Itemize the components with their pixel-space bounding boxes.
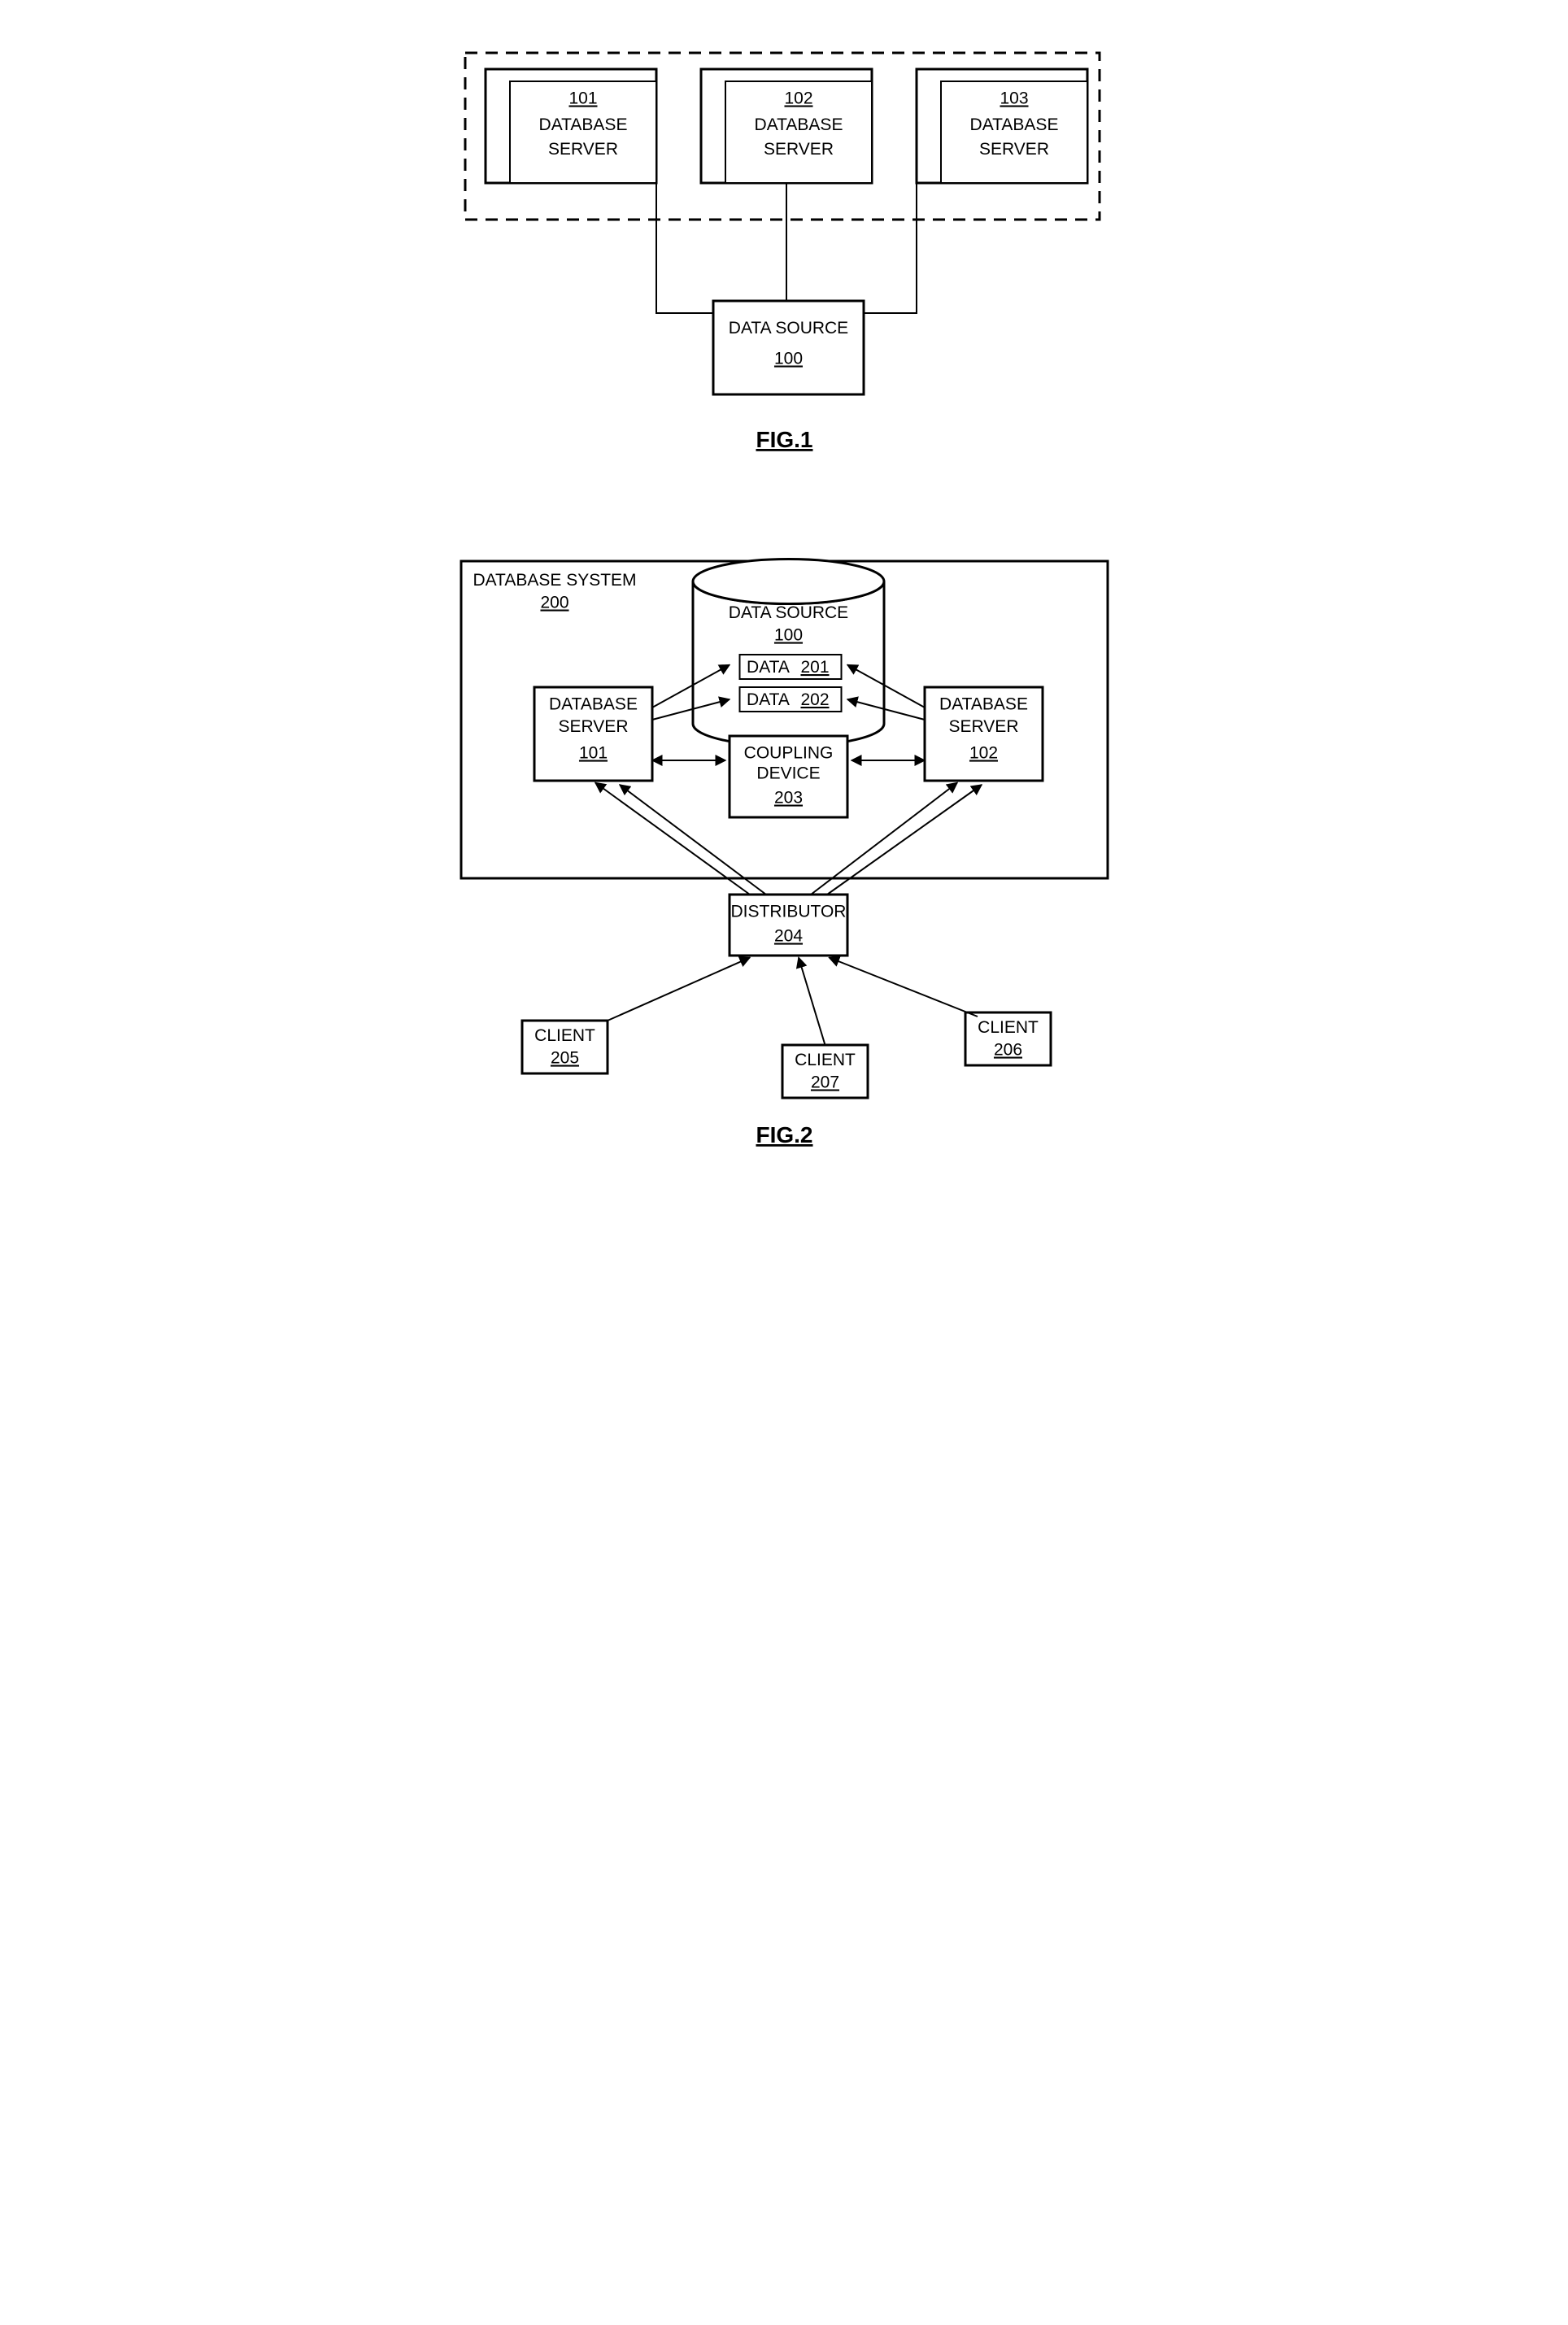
svg-text:FIG.2: FIG.2 xyxy=(756,1122,812,1147)
svg-text:DATA SOURCE: DATA SOURCE xyxy=(729,319,848,337)
svg-text:101: 101 xyxy=(579,744,608,763)
svg-text:101: 101 xyxy=(568,89,597,108)
svg-text:100: 100 xyxy=(774,626,803,645)
svg-text:COUPLING: COUPLING xyxy=(744,744,834,763)
svg-text:102: 102 xyxy=(784,89,812,108)
svg-text:DATABASE: DATABASE xyxy=(755,115,843,134)
svg-text:CLIENT: CLIENT xyxy=(978,1018,1039,1037)
patent-figures: 101 DATABASE SERVER 102 DATABASE SERVER 103 DAT… xyxy=(392,0,1176,1163)
svg-text:202: 202 xyxy=(800,690,829,709)
svg-text:100: 100 xyxy=(774,350,803,368)
svg-text:SERVER: SERVER xyxy=(764,140,834,159)
svg-text:206: 206 xyxy=(994,1041,1022,1060)
svg-text:203: 203 xyxy=(774,789,803,808)
svg-text:102: 102 xyxy=(969,744,998,763)
svg-text:DATABASE SYSTEM: DATABASE SYSTEM xyxy=(473,571,636,590)
svg-text:SERVER: SERVER xyxy=(559,717,629,736)
svg-text:207: 207 xyxy=(811,1073,839,1092)
svg-text:DATA SOURCE: DATA SOURCE xyxy=(729,603,848,622)
svg-text:DATABASE: DATABASE xyxy=(549,695,638,714)
svg-text:DEVICE: DEVICE xyxy=(756,764,820,783)
svg-text:DATABASE: DATABASE xyxy=(539,115,628,134)
svg-text:CLIENT: CLIENT xyxy=(534,1026,595,1045)
svg-text:DATABASE: DATABASE xyxy=(970,115,1059,134)
svg-text:SERVER: SERVER xyxy=(548,140,618,159)
svg-text:CLIENT: CLIENT xyxy=(795,1051,856,1069)
svg-text:204: 204 xyxy=(774,927,803,946)
svg-text:DISTRIBUTOR: DISTRIBUTOR xyxy=(731,903,847,921)
svg-text:DATA: DATA xyxy=(747,658,790,677)
svg-text:201: 201 xyxy=(800,658,829,677)
svg-text:FIG.1: FIG.1 xyxy=(756,427,812,452)
svg-text:SERVER: SERVER xyxy=(979,140,1049,159)
svg-text:205: 205 xyxy=(551,1049,579,1068)
svg-text:103: 103 xyxy=(1000,89,1028,108)
svg-text:200: 200 xyxy=(540,594,568,612)
svg-text:DATABASE: DATABASE xyxy=(939,695,1028,714)
svg-text:SERVER: SERVER xyxy=(949,717,1019,736)
svg-text:DATA: DATA xyxy=(747,690,790,709)
